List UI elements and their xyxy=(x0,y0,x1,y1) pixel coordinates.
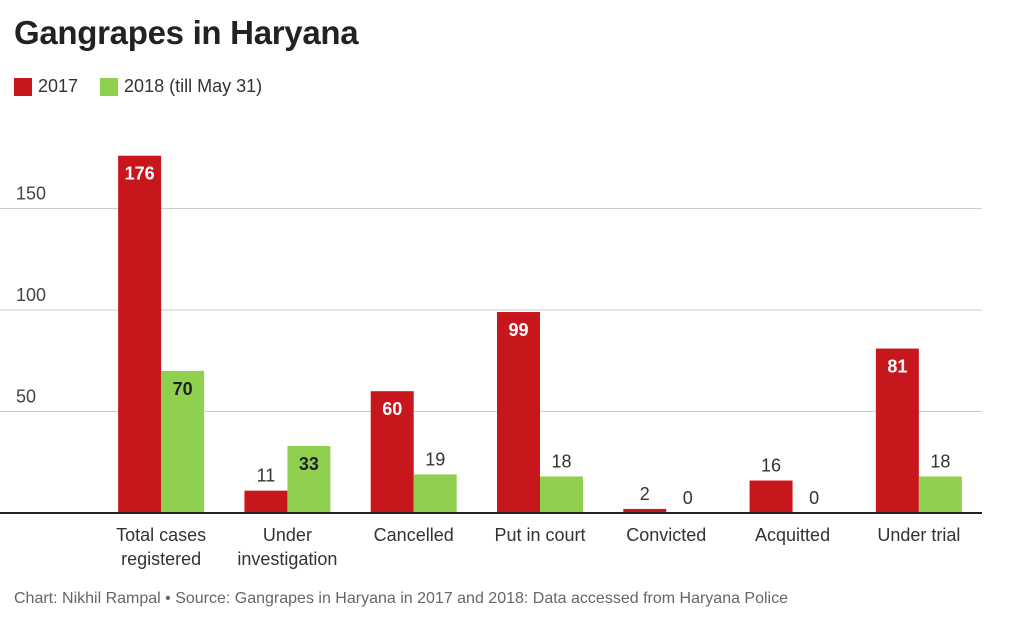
data-label: 0 xyxy=(683,488,693,508)
data-label: 99 xyxy=(508,320,528,340)
bar-chart: 50 100 150 176 70 Total cases registered 11 33 Un… xyxy=(0,155,982,569)
legend-label-2018: 2018 (till May 31) xyxy=(124,76,263,96)
data-label: 33 xyxy=(299,454,319,474)
data-label: 16 xyxy=(761,456,781,476)
y-tick-label: 150 xyxy=(16,184,46,204)
chart-credit: Chart: Nikhil Rampal • Source: Gangrapes… xyxy=(14,590,789,607)
x-tick-label: Under xyxy=(263,525,312,545)
bar-2017-0 xyxy=(118,155,162,513)
bar-2017-4 xyxy=(623,508,667,513)
x-tick-label: registered xyxy=(121,549,201,569)
x-tick-label: Put in court xyxy=(494,525,585,545)
chart-title: Gangrapes in Haryana xyxy=(14,14,359,51)
bar-2017-1 xyxy=(244,490,288,513)
x-tick-label: Under trial xyxy=(877,525,960,545)
bar-2017-6 xyxy=(875,348,919,513)
bar-2018-1 xyxy=(287,446,331,513)
data-label: 19 xyxy=(425,449,445,469)
y-tick-label: 100 xyxy=(16,285,46,305)
data-label: 176 xyxy=(125,164,155,184)
x-tick-label: Cancelled xyxy=(374,525,454,545)
x-tick-label: Total cases xyxy=(116,525,206,545)
bar-2018-2 xyxy=(413,474,457,513)
data-label: 18 xyxy=(930,451,950,471)
bar-2017-3 xyxy=(497,312,540,513)
bar-2017-5 xyxy=(749,480,793,513)
legend-swatch-2017 xyxy=(14,77,32,96)
bar-2018-0 xyxy=(161,370,205,513)
data-label: 18 xyxy=(551,451,571,471)
data-label: 2 xyxy=(640,484,650,504)
x-tick-label: Convicted xyxy=(626,525,706,545)
data-label: 60 xyxy=(382,399,402,419)
legend-label-2017: 2017 xyxy=(38,76,79,96)
data-label: 70 xyxy=(173,379,193,399)
data-label: 81 xyxy=(887,357,907,377)
legend-swatch-2018 xyxy=(100,77,119,96)
bar-2017-2 xyxy=(370,391,414,513)
bar-2018-6 xyxy=(918,476,962,513)
data-label: 0 xyxy=(809,488,819,508)
legend-item-2018: 2018 (till May 31) xyxy=(100,76,262,97)
legend-item-2017: 2017 xyxy=(14,76,78,97)
y-tick-label: 50 xyxy=(16,387,36,407)
legend: 2017 2018 (till May 31) xyxy=(14,76,284,97)
bar-2018-3 xyxy=(540,476,583,513)
x-tick-label: Acquitted xyxy=(755,525,830,545)
data-label: 11 xyxy=(257,466,276,486)
x-tick-label: investigation xyxy=(237,549,337,569)
